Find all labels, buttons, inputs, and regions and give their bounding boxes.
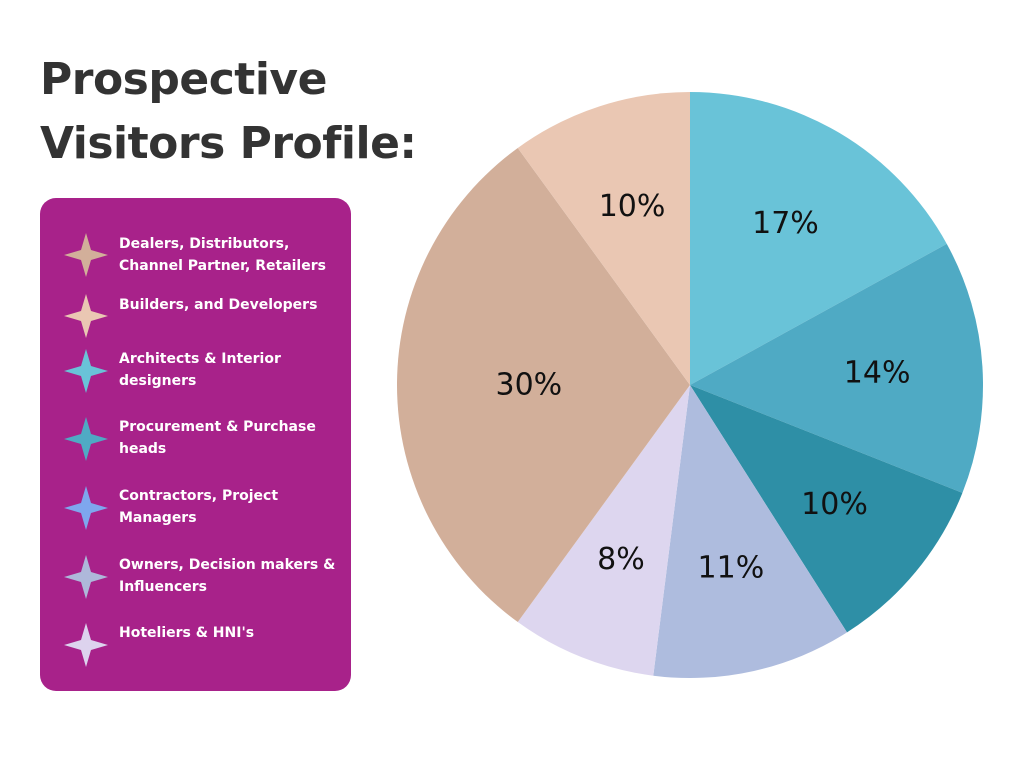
pie-chart: 17% 14% 10% 11% 8% 30% 10% — [396, 92, 983, 678]
four-point-star-icon — [64, 623, 108, 667]
four-point-star-icon — [64, 294, 108, 338]
pie-slice-label: 14% — [844, 356, 911, 391]
legend-item-label: Procurement & Purchase heads — [119, 419, 316, 457]
pie-slice-label: 10% — [801, 487, 868, 522]
pie-slice-label: 17% — [752, 206, 819, 241]
four-point-star-icon — [64, 233, 108, 277]
pie-slice — [517, 92, 690, 385]
four-point-star-icon — [64, 486, 108, 530]
four-point-star-icon — [64, 555, 108, 599]
page-title: Prospective Visitors Profile: — [40, 48, 417, 176]
pie-slice-label: 11% — [698, 551, 765, 586]
four-point-star-icon — [64, 417, 108, 461]
pie-slice-label: 10% — [599, 189, 666, 224]
pie-slice — [396, 147, 690, 623]
legend-item-label: Dealers, Distributors, Channel Partner, … — [119, 236, 326, 274]
pie-slice — [690, 92, 947, 385]
legend-item-label: Hoteliers & HNI's — [119, 625, 255, 641]
pie-slice — [690, 385, 963, 633]
legend-item-label: Builders, and Developers — [119, 297, 318, 313]
legend-panel: Dealers, Distributors, Channel Partner, … — [40, 198, 351, 691]
pie-slice — [653, 385, 847, 678]
title-line-1: Prospective — [40, 54, 327, 105]
pie-slice — [690, 243, 983, 493]
legend-item-label: Architects & Interior designers — [119, 351, 281, 389]
pie-slice-label: 30% — [496, 368, 563, 403]
legend-item-label: Contractors, Project Managers — [119, 488, 279, 526]
title-line-2: Visitors Profile: — [40, 118, 417, 169]
pie-slice-label: 8% — [597, 542, 645, 577]
pie-slice — [517, 385, 690, 676]
four-point-star-icon — [64, 349, 108, 393]
legend-item-label: Owners, Decision makers & Influencers — [119, 557, 336, 595]
